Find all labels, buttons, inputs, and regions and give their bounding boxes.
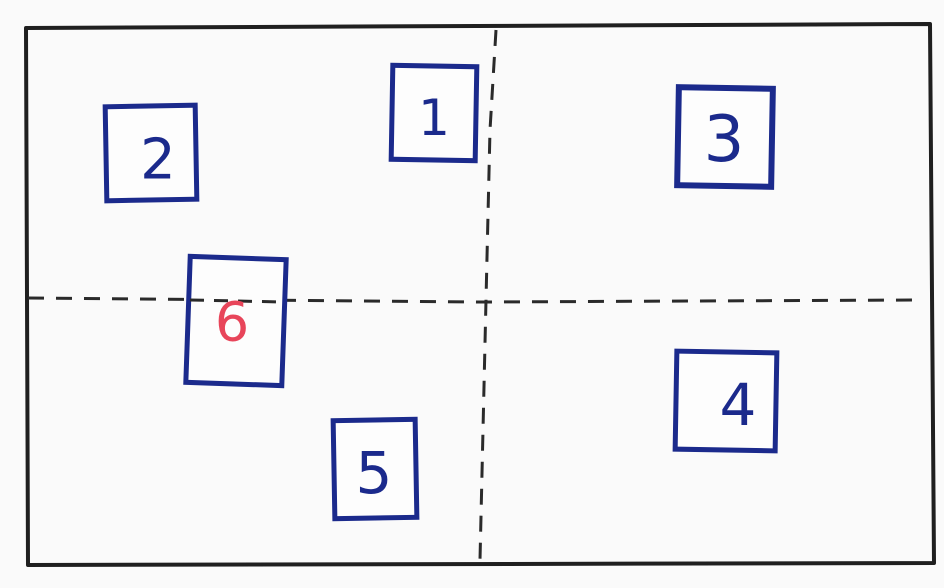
box-3: 3 (674, 84, 776, 190)
box-5-outline (330, 416, 420, 522)
box-1: 1 (388, 62, 480, 164)
outer-frame (24, 22, 936, 567)
box-5-label: 5 (356, 439, 393, 507)
box-1-label: 1 (418, 89, 450, 147)
box-6-outline (183, 253, 289, 389)
box-4-outline (672, 348, 780, 454)
box-2: 2 (102, 102, 200, 204)
box-1-outline (388, 62, 480, 164)
vertical-divider (478, 29, 498, 561)
box-3-label: 3 (704, 103, 745, 177)
box-4-label: 4 (720, 371, 757, 439)
box-6: 6 (183, 253, 289, 389)
box-5: 5 (330, 416, 420, 522)
box-6-divider-segment (189, 298, 285, 304)
box-2-outline (102, 102, 200, 204)
box-2-label: 2 (140, 128, 176, 193)
box-6-label: 6 (215, 291, 249, 354)
box-3-outline (674, 84, 776, 190)
box-4: 4 (672, 348, 780, 454)
horizontal-divider (27, 296, 921, 304)
